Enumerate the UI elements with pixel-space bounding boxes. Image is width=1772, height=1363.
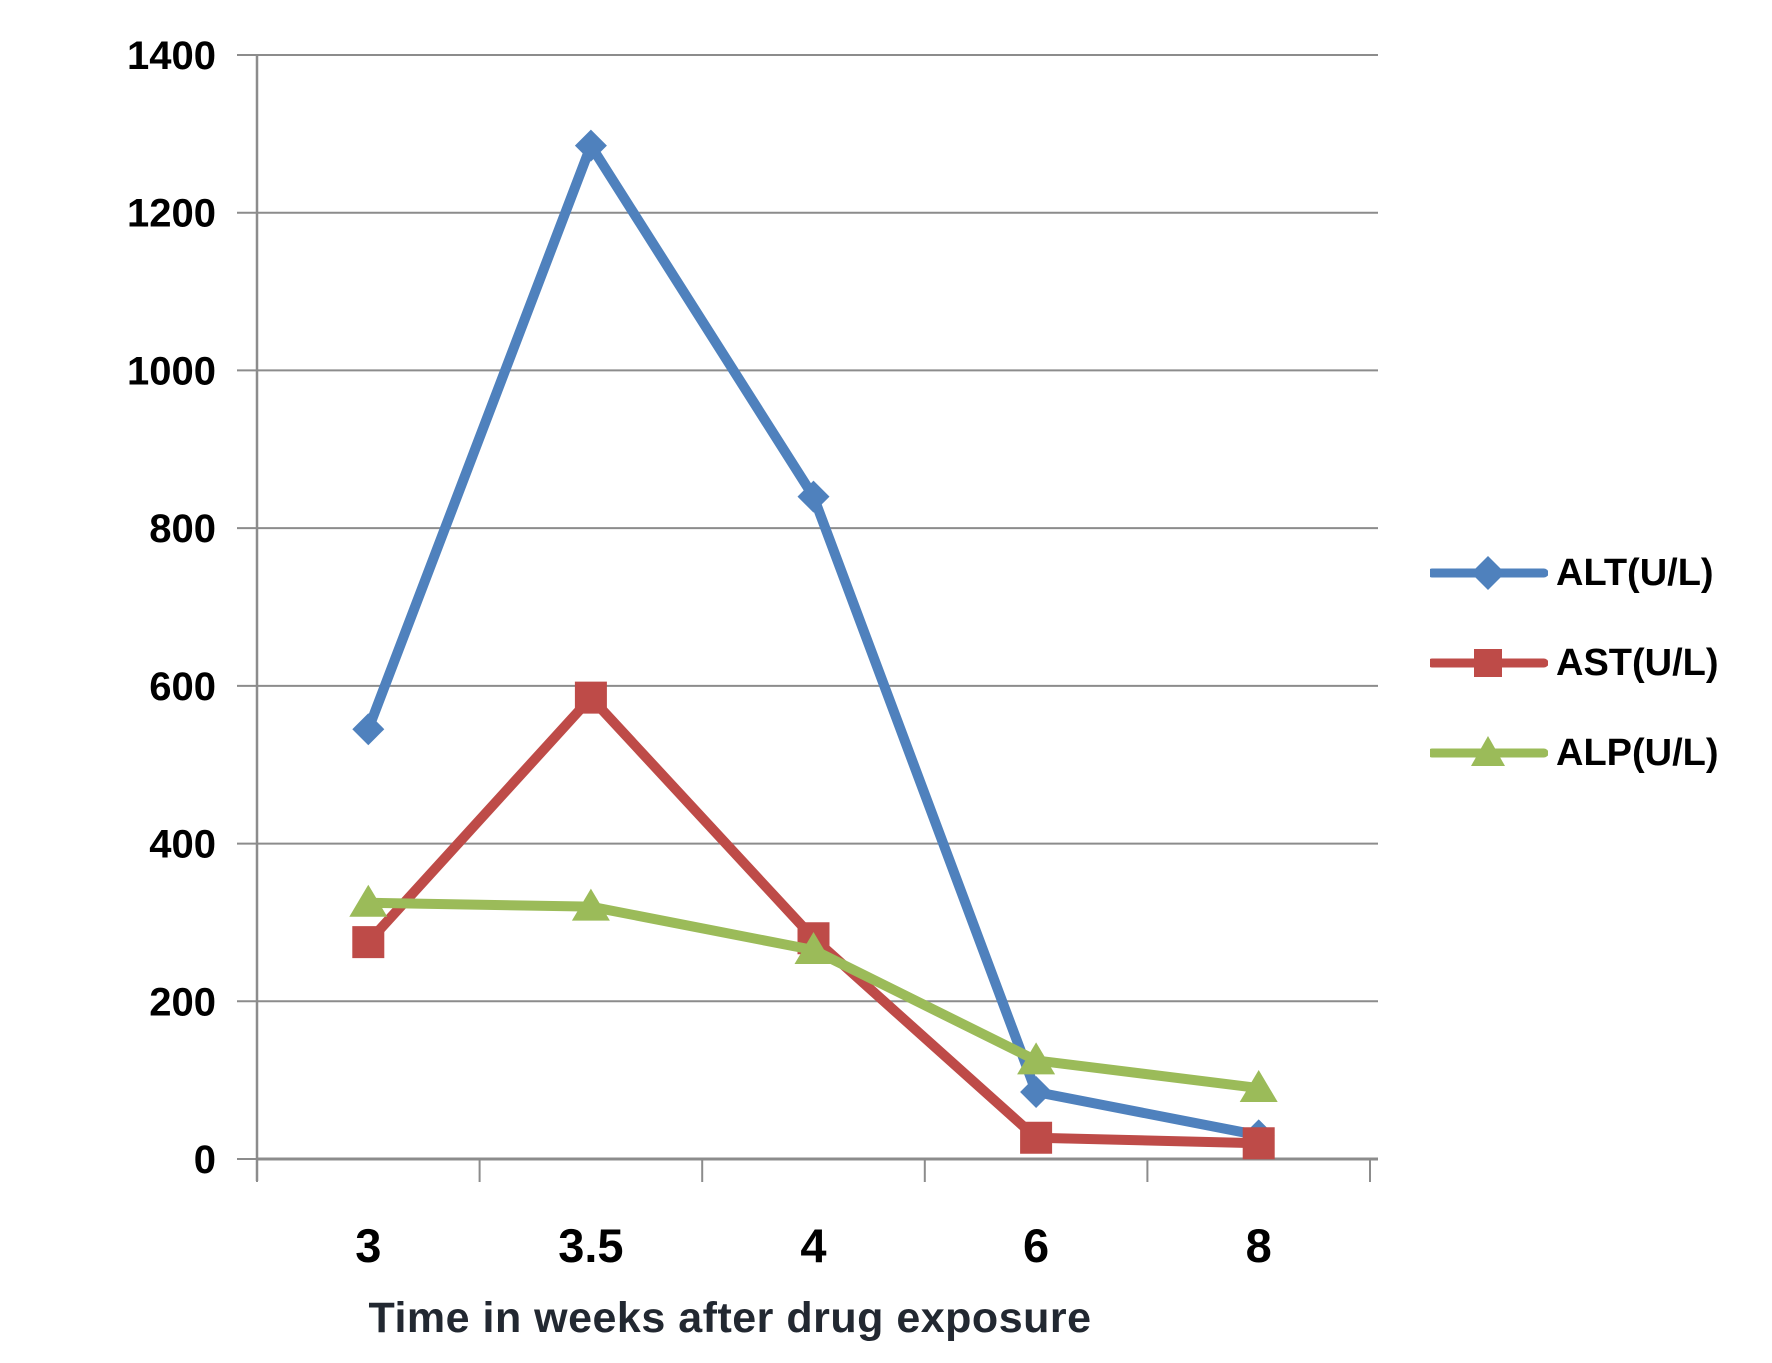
legend-label-alp: ALP(U/L) [1556,731,1719,774]
legend-glyph-ast-u-l [1474,649,1502,677]
y-tick-label-0: 0 [194,1138,216,1182]
legend-glyph-alt-u-l [1471,556,1505,590]
series-alp-u-l-point-6 [1017,1042,1056,1075]
series-alp-u-l-point-8 [1239,1070,1278,1103]
x-tick-label-8: 8 [1246,1219,1272,1272]
legend-label-ast: AST(U/L) [1556,641,1719,684]
series-alp-u-l [349,884,1278,1103]
legend-marker-alp-icon [1430,736,1548,766]
series-alp-u-l-point-3 [349,884,388,917]
series-ast-u-l-point-3-5 [574,681,607,714]
x-tick-label-3: 3 [355,1219,381,1272]
legend-label-alt: ALT(U/L) [1556,551,1714,594]
series-alt-u-l-point-4 [797,480,830,513]
legend-item-alt: ALT(U/L) [1430,528,1719,618]
y-tick-label-1400: 1400 [127,34,216,78]
series-alp-u-l-point-3-5 [571,888,610,921]
y-tick-label-800: 800 [149,507,216,551]
x-tick-label-6: 6 [1023,1219,1049,1272]
series-alt-u-l-point-3-5 [574,129,607,162]
y-tick-label-1200: 1200 [127,192,216,236]
legend-marker-ast-icon [1430,649,1548,677]
series-ast-u-l-point-8 [1242,1127,1275,1160]
x-tick-label-3-5: 3.5 [558,1219,623,1272]
series-line-alt-u-l [363,140,1264,1141]
x-axis-title: Time in weeks after drug exposure [368,1294,1092,1342]
legend: ALT(U/L) AST(U/L) ALP(U/L) [1430,528,1719,798]
series-ast-u-l-point-3 [352,926,385,959]
legend-marker-alt-icon [1430,556,1548,590]
y-tick-label-200: 200 [149,980,216,1024]
x-tick-label-4: 4 [800,1219,826,1272]
series-alp-u-l-point-4 [794,932,833,965]
series-ast-u-l-point-6 [1020,1121,1053,1154]
y-tick-label-600: 600 [149,665,216,709]
y-tick-label-400: 400 [149,823,216,867]
series-ast-u-l [352,681,1275,1160]
legend-glyph-alp-u-l [1471,736,1505,766]
series-alt-u-l-point-6 [1020,1075,1053,1108]
y-tick-label-1000: 1000 [127,349,216,393]
series-alt-u-l-point-3 [352,713,385,746]
series-alt-u-l [352,129,1275,1152]
legend-item-alp: ALP(U/L) [1430,708,1719,798]
legend-item-ast: AST(U/L) [1430,618,1719,708]
